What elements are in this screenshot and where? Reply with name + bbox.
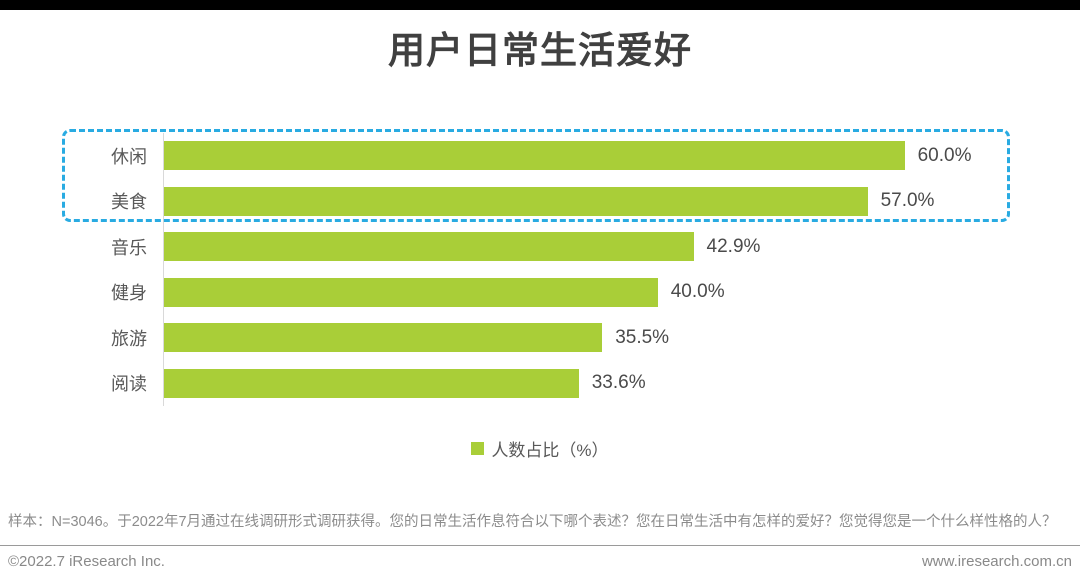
bar — [164, 323, 603, 353]
bar-track: 42.9% — [164, 232, 1012, 262]
bar-track: 33.6% — [164, 368, 1012, 398]
bar-row: 旅游 35.5% — [60, 315, 1012, 361]
bar-row: 美食 57.0% — [60, 179, 1012, 225]
legend-label: 人数占比（%） — [491, 441, 609, 460]
page-title: 用户日常生活爱好 — [388, 30, 692, 71]
footer-divider — [0, 545, 1080, 546]
legend-swatch-icon — [471, 442, 485, 455]
bar-row: 音乐 42.9% — [60, 224, 1012, 270]
category-label: 音乐 — [111, 237, 147, 258]
category-label: 健身 — [111, 283, 147, 304]
bar-track: 40.0% — [164, 277, 1012, 307]
highlight-dashed-box — [62, 129, 1010, 222]
bar — [164, 141, 905, 171]
value-label: 60.0% — [917, 144, 972, 166]
y-axis-line — [163, 133, 164, 406]
bar — [164, 232, 694, 262]
bar-chart: 休闲 60.0% 美食 57.0% 音乐 42.9% 健身 40.0% 旅游 35.5% 阅读 33.… — [60, 133, 1012, 406]
bar-row: 健身 40.0% — [60, 270, 1012, 316]
bar-track: 35.5% — [164, 323, 1012, 353]
bar — [164, 368, 579, 398]
category-label: 休闲 — [111, 146, 147, 167]
legend: 人数占比（%） — [0, 436, 1080, 461]
bar-track: 57.0% — [164, 186, 1012, 216]
bar-rows: 休闲 60.0% 美食 57.0% 音乐 42.9% 健身 40.0% 旅游 35.5% 阅读 33.… — [60, 133, 1012, 406]
value-label: 40.0% — [670, 281, 725, 303]
category-label: 阅读 — [111, 374, 147, 395]
footer-copyright: ©2022.7 iResearch Inc. — [8, 553, 165, 570]
bar-row: 休闲 60.0% — [60, 133, 1012, 179]
category-label: 旅游 — [111, 328, 147, 349]
bar — [164, 186, 868, 216]
sample-footnote: 样本：N=3046。于2022年7月通过在线调研形式调研获得。您的日常生活作息符… — [8, 514, 1057, 530]
value-label: 42.9% — [706, 235, 761, 257]
value-label: 57.0% — [880, 190, 935, 212]
bar-track: 60.0% — [164, 141, 1012, 171]
category-label: 美食 — [111, 192, 147, 213]
bar-row: 阅读 33.6% — [60, 361, 1012, 407]
value-label: 33.6% — [591, 372, 646, 394]
value-label: 35.5% — [615, 326, 670, 348]
footer-website: www.iresearch.com.cn — [921, 553, 1072, 570]
top-black-strip — [0, 0, 1080, 10]
bar — [164, 277, 658, 307]
